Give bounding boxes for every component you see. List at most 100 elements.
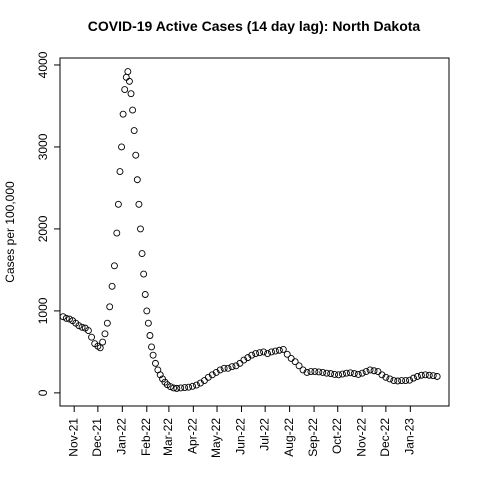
- y-tick-label: 4000: [36, 51, 50, 78]
- point: [167, 383, 174, 391]
- point: [421, 371, 429, 379]
- point: [121, 86, 129, 94]
- point: [114, 200, 122, 208]
- x-tick-label: Jun-22: [234, 418, 248, 455]
- point: [141, 291, 149, 298]
- x-tick-label: Jan-23: [403, 418, 417, 455]
- point: [140, 270, 148, 278]
- point: [130, 127, 138, 135]
- x-tick-label: Sep-22: [306, 418, 320, 457]
- x-tick-label: Dec-21: [90, 418, 104, 457]
- point: [161, 378, 169, 386]
- point: [311, 368, 319, 376]
- point: [291, 358, 299, 366]
- x-tick-label: Dec-22: [378, 418, 392, 457]
- point: [220, 364, 228, 372]
- point: [148, 343, 155, 351]
- point: [382, 373, 390, 381]
- point: [370, 367, 378, 375]
- x-tick-label: Oct-22: [330, 418, 344, 454]
- point: [406, 376, 413, 384]
- point: [193, 381, 200, 389]
- point: [252, 350, 260, 357]
- plot-frame: [59, 57, 450, 407]
- y-axis-label: Cases per 100,000: [3, 181, 17, 283]
- point: [152, 359, 159, 367]
- point: [101, 330, 109, 338]
- point: [84, 327, 92, 335]
- point: [103, 319, 111, 327]
- x-tick-label: Apr-22: [186, 418, 200, 454]
- point: [366, 366, 374, 374]
- point: [394, 377, 402, 385]
- point: [127, 90, 135, 98]
- point: [390, 377, 398, 385]
- point: [413, 373, 421, 380]
- point: [118, 143, 125, 151]
- point: [62, 314, 70, 322]
- point: [122, 73, 130, 81]
- x-tick-label: Feb-22: [139, 418, 153, 456]
- x-tick-label: Nov-22: [354, 418, 368, 457]
- point: [362, 368, 370, 376]
- point: [307, 368, 315, 376]
- point: [303, 368, 311, 376]
- point: [335, 371, 342, 379]
- point: [113, 229, 121, 237]
- point: [170, 384, 178, 392]
- y-tick-label: 1000: [36, 297, 50, 324]
- point: [224, 364, 232, 372]
- point: [350, 370, 358, 378]
- point: [256, 349, 264, 357]
- chart-title: COVID-19 Active Cases (14 day lag): Nort…: [88, 18, 421, 34]
- point: [125, 77, 133, 85]
- point: [124, 68, 132, 75]
- point: [358, 369, 366, 377]
- point: [181, 384, 189, 392]
- x-tick-label: Jul-22: [257, 418, 271, 451]
- point: [346, 369, 354, 377]
- point: [295, 362, 303, 370]
- point: [323, 369, 331, 377]
- point: [429, 372, 437, 380]
- point: [339, 370, 346, 378]
- point: [138, 250, 146, 257]
- point: [327, 370, 335, 378]
- point: [156, 371, 164, 379]
- point: [133, 176, 141, 184]
- point: [143, 307, 151, 315]
- point: [189, 382, 197, 390]
- point: [106, 303, 114, 311]
- point: [228, 363, 236, 371]
- point: [275, 346, 283, 354]
- point: [137, 225, 144, 233]
- point: [96, 344, 104, 352]
- y-tick-label: 3000: [36, 133, 50, 160]
- point: [417, 371, 425, 379]
- point: [248, 351, 256, 359]
- point: [264, 350, 271, 357]
- point: [315, 368, 323, 376]
- point: [146, 332, 154, 339]
- point: [398, 377, 406, 385]
- point: [287, 355, 295, 362]
- point: [99, 338, 107, 346]
- point: [283, 350, 291, 358]
- point: [279, 345, 287, 353]
- x-tick-label: Mar-22: [161, 418, 175, 456]
- x-tick-label: May-22: [209, 418, 223, 458]
- point: [268, 348, 275, 356]
- y-tick-label: 2000: [36, 215, 50, 242]
- point: [88, 333, 96, 341]
- x-tick-label: Jan-22: [115, 418, 129, 455]
- point: [386, 375, 394, 383]
- point: [135, 200, 143, 208]
- point: [177, 384, 185, 392]
- y-tick-label: 0: [36, 389, 50, 396]
- point: [129, 106, 137, 114]
- point: [410, 374, 417, 382]
- point: [216, 366, 224, 374]
- point: [271, 347, 279, 355]
- point: [144, 319, 152, 327]
- point: [132, 151, 140, 159]
